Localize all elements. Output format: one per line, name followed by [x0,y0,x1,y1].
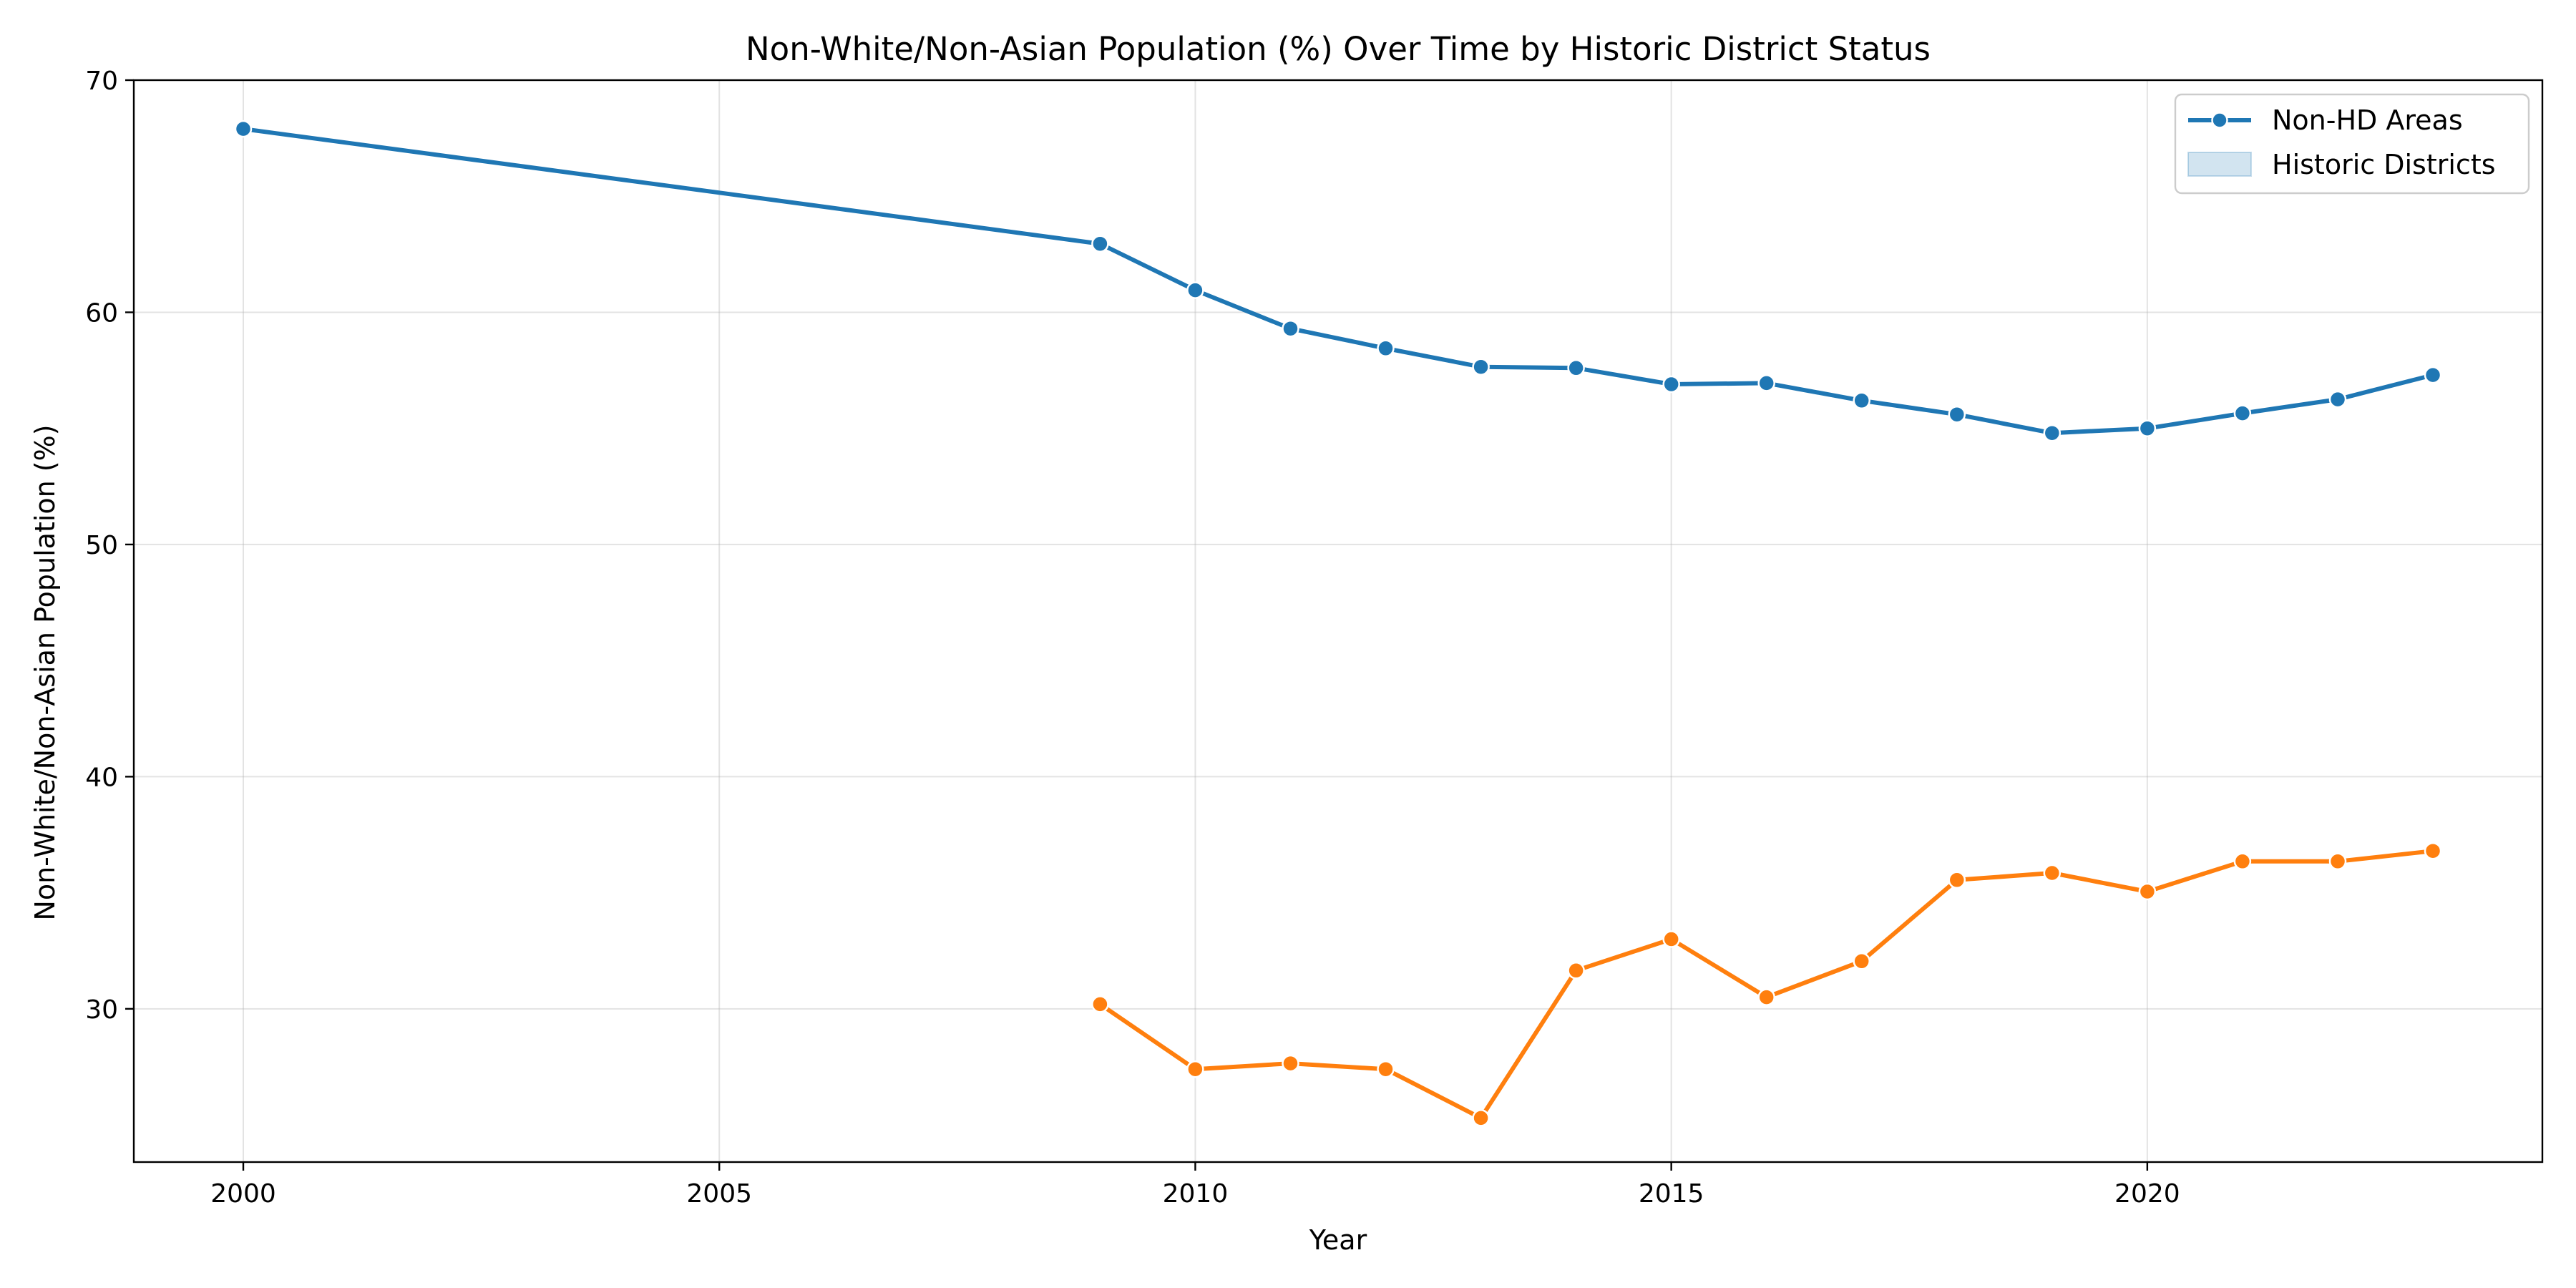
y-tick-label: 30 [85,995,118,1025]
x-tick-label: 2015 [1639,1179,1704,1209]
y-axis-label: Non-White/Non-Asian Population (%) [29,424,61,920]
legend-label-historic: Historic Districts [2272,149,2496,180]
legend-marker-non-hd [2211,112,2228,129]
y-tick-label: 70 [85,67,118,96]
data-point [1853,391,1870,410]
data-point [2328,390,2347,409]
data-point [2424,841,2442,860]
plot-frame [132,79,2544,1163]
data-point [2424,366,2442,384]
data-point [1472,358,1490,376]
series-layer [234,119,2442,1127]
data-point [1186,281,1204,299]
data-point [1948,405,1966,424]
data-point [1377,1060,1395,1078]
data-point [1472,1109,1490,1127]
data-point [2138,882,2157,901]
legend: Non-HD Areas Historic Districts [2174,93,2530,195]
data-point [2138,419,2157,437]
x-tick-label: 2010 [1163,1179,1229,1209]
axis-ticks: 2000 2005 2010 2015 2020 30 40 50 60 70 [85,67,2180,1209]
data-point [1757,374,1775,392]
data-point [1662,930,1680,948]
data-point [1567,962,1585,980]
y-tick-label: 40 [85,763,118,792]
x-tick-label: 2000 [210,1179,276,1209]
legend-frame [2174,93,2530,195]
data-point [2233,852,2252,871]
data-point [1186,1060,1204,1078]
series-1 [1091,841,2442,1127]
legend-patch-historic [2187,152,2252,177]
data-point [2043,424,2062,442]
series-0 [234,119,2442,442]
y-tick-label: 50 [85,531,118,560]
data-point [1662,375,1680,394]
legend-label-non-hd: Non-HD Areas [2272,104,2463,136]
data-point [1091,235,1109,253]
data-point [1757,988,1775,1006]
data-point [1282,1054,1299,1073]
x-axis-label: Year [1309,1224,1367,1256]
data-point [234,119,253,138]
x-tick-label: 2005 [686,1179,752,1209]
data-point [1377,339,1395,358]
data-point [1948,871,1966,889]
data-point [1282,319,1299,338]
x-tick-label: 2020 [2114,1179,2180,1209]
series-line [241,127,2435,436]
data-point [1853,952,1870,970]
data-point [2328,852,2347,871]
y-tick-label: 60 [85,298,118,328]
data-point [1567,359,1585,377]
chart-title: Non-White/Non-Asian Population (%) Over … [746,30,1931,68]
data-point [2233,404,2252,422]
data-point [1091,995,1109,1013]
data-point [2043,864,2062,882]
